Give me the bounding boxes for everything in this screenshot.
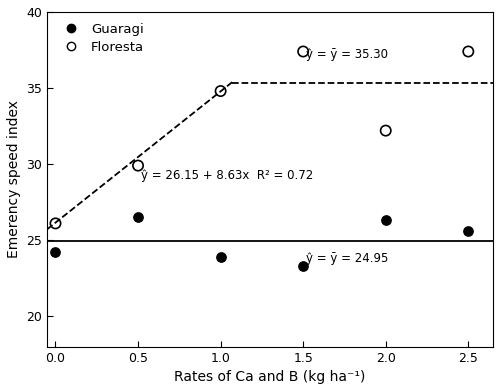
Legend: Guaragi, Floresta: Guaragi, Floresta	[54, 18, 148, 58]
Guaragi	[52, 249, 60, 255]
Text: ŷ = ȳ = 35.30: ŷ = ȳ = 35.30	[306, 48, 388, 61]
X-axis label: Rates of Ca and B (kg ha⁻¹): Rates of Ca and B (kg ha⁻¹)	[174, 370, 366, 384]
Y-axis label: Emerency speed index: Emerency speed index	[7, 100, 21, 258]
Floresta	[464, 48, 472, 55]
Guaragi	[134, 214, 142, 221]
Guaragi	[299, 263, 307, 269]
Guaragi	[382, 217, 390, 224]
Floresta	[299, 48, 307, 55]
Text: ŷ = ȳ = 24.95: ŷ = ȳ = 24.95	[306, 252, 389, 265]
Floresta	[134, 163, 142, 169]
Guaragi	[216, 254, 224, 260]
Floresta	[52, 220, 60, 226]
Guaragi	[464, 228, 472, 234]
Text: ŷ = 26.15 + 8.63x  R² = 0.72: ŷ = 26.15 + 8.63x R² = 0.72	[142, 169, 314, 182]
Floresta	[216, 88, 224, 94]
Floresta	[382, 127, 390, 134]
